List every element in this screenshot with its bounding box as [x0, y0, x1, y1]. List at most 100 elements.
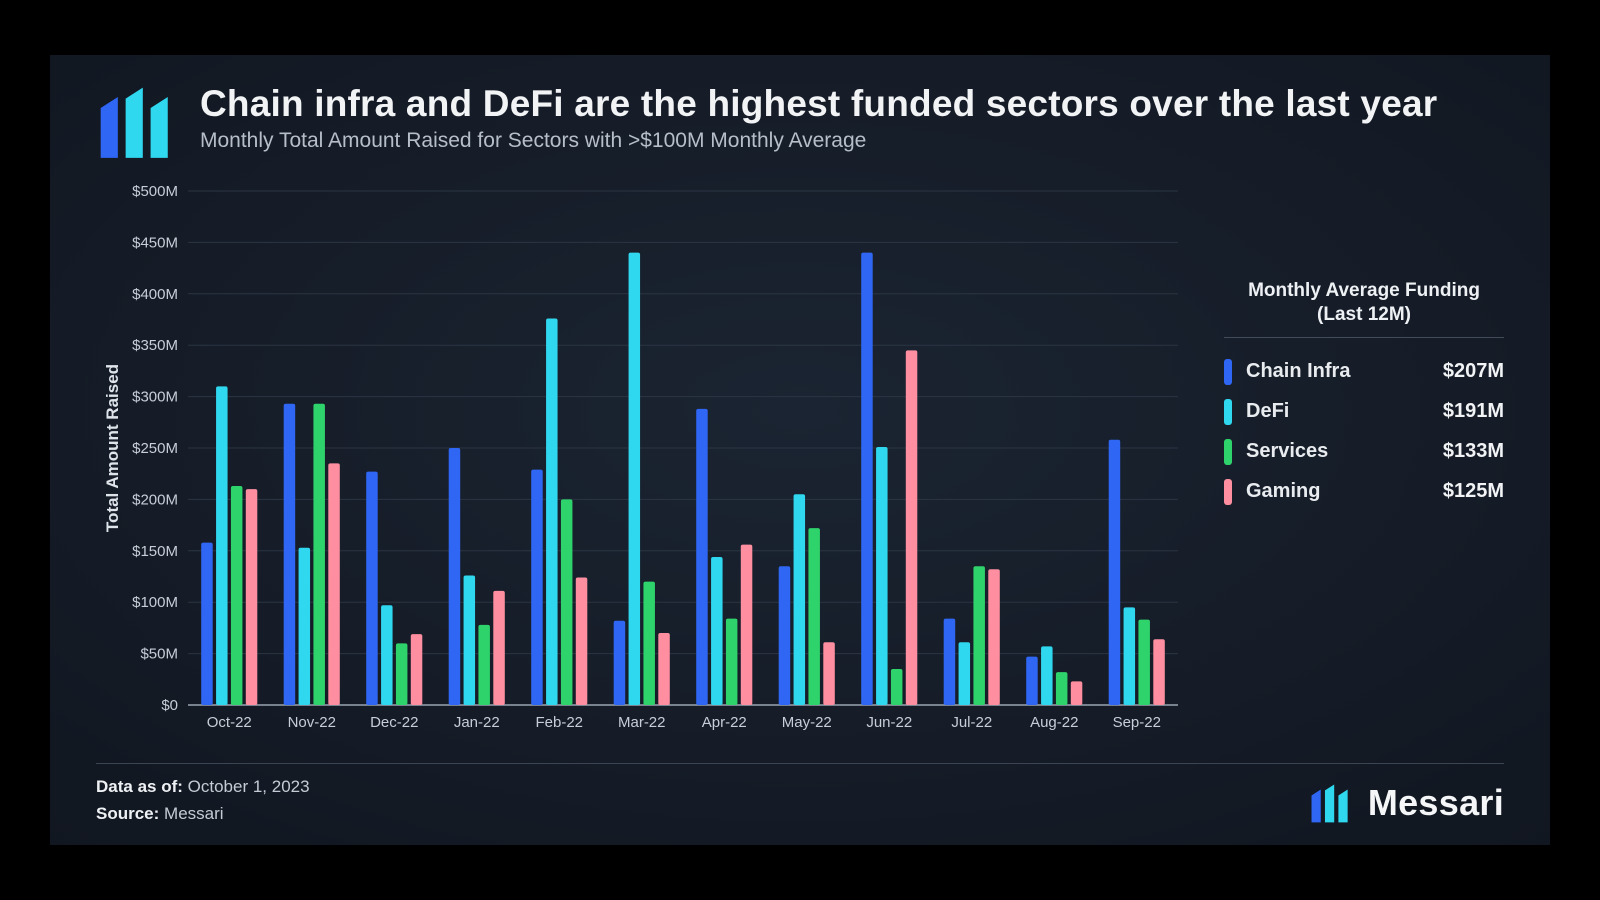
bar — [201, 543, 213, 705]
bar — [726, 619, 738, 705]
x-tick-label: Apr-22 — [702, 714, 747, 731]
bar-chart: $0 $50M $100M $150M $200M $250M $300M $350M $400… — [96, 183, 1186, 743]
x-tick-label: Mar-22 — [618, 714, 666, 731]
bar — [313, 404, 325, 705]
bar — [1124, 607, 1136, 705]
footer-rule — [96, 763, 1504, 764]
bar — [1026, 657, 1038, 705]
bar — [216, 386, 228, 705]
svg-text:$250M: $250M — [132, 440, 178, 457]
bar — [381, 605, 393, 705]
bar — [464, 575, 476, 705]
bar — [973, 566, 985, 705]
bar — [794, 494, 806, 705]
bar — [696, 409, 708, 705]
bar — [396, 643, 408, 705]
legend-series-name: Services — [1246, 440, 1443, 463]
bar — [449, 448, 461, 705]
bar — [906, 350, 918, 705]
bar — [861, 253, 873, 705]
x-tick-label: Oct-22 — [207, 714, 252, 731]
bar — [411, 634, 423, 705]
x-tick-label: Sep-22 — [1113, 714, 1161, 731]
x-tick-label: Feb-22 — [535, 714, 583, 731]
legend-series-value: $207M — [1443, 360, 1504, 383]
bar — [658, 633, 670, 705]
bar — [614, 621, 626, 705]
svg-text:$0: $0 — [161, 697, 178, 714]
bar — [1109, 440, 1121, 705]
svg-text:$200M: $200M — [132, 491, 178, 508]
bar — [808, 528, 820, 705]
chart-title: Chain infra and DeFi are the highest fun… — [200, 83, 1437, 125]
header: Chain infra and DeFi are the highest fun… — [96, 83, 1504, 161]
chart-panel: Chain infra and DeFi are the highest fun… — [50, 55, 1550, 845]
legend-item: Services$133M — [1224, 432, 1504, 472]
svg-text:$100M: $100M — [132, 594, 178, 611]
bar — [1041, 646, 1053, 705]
x-tick-label: Dec-22 — [370, 714, 418, 731]
bar — [891, 669, 903, 705]
bar — [823, 642, 835, 705]
bar — [1056, 672, 1068, 705]
svg-text:$400M: $400M — [132, 286, 178, 303]
svg-text:$150M: $150M — [132, 543, 178, 560]
bar — [741, 545, 753, 705]
footer: Data as of: October 1, 2023 Source: Mess… — [96, 763, 1504, 827]
legend-panel: Monthly Average Funding (Last 12M) Chain… — [1204, 183, 1504, 743]
legend-series-name: Gaming — [1246, 480, 1443, 503]
bar — [299, 548, 311, 705]
footer-text: Data as of: October 1, 2023 Source: Mess… — [96, 774, 1504, 827]
bar — [231, 486, 243, 705]
chart-subtitle: Monthly Total Amount Raised for Sectors … — [200, 129, 1437, 153]
legend-title: Monthly Average Funding (Last 12M) — [1224, 279, 1504, 338]
svg-text:$50M: $50M — [140, 646, 178, 663]
legend-series-value: $191M — [1443, 400, 1504, 423]
legend-series-name: DeFi — [1246, 400, 1443, 423]
legend-series-value: $125M — [1443, 480, 1504, 503]
messari-logo-icon — [96, 83, 174, 161]
bar — [246, 489, 258, 705]
bar — [328, 463, 340, 705]
bar — [284, 404, 296, 705]
bar — [561, 499, 573, 705]
y-axis-label: Total Amount Raised — [103, 364, 122, 532]
bar — [1153, 639, 1165, 705]
x-tick-label: Jun-22 — [866, 714, 912, 731]
x-tick-label: Jan-22 — [454, 714, 500, 731]
legend-swatch — [1224, 479, 1232, 505]
bar — [988, 569, 1000, 705]
legend-series-value: $133M — [1443, 440, 1504, 463]
chart-row: $0 $50M $100M $150M $200M $250M $300M $350M $400… — [96, 183, 1504, 743]
x-tick-label: Nov-22 — [288, 714, 336, 731]
messari-logo-icon — [1304, 782, 1356, 824]
bar — [531, 470, 543, 705]
legend-swatch — [1224, 399, 1232, 425]
letterbox: Chain infra and DeFi are the highest fun… — [0, 0, 1600, 900]
bar — [366, 472, 378, 705]
bar — [629, 253, 641, 705]
legend-item: Chain Infra$207M — [1224, 352, 1504, 392]
bar — [546, 318, 558, 705]
svg-text:$300M: $300M — [132, 389, 178, 406]
bar — [876, 447, 888, 705]
legend-item: DeFi$191M — [1224, 392, 1504, 432]
bar — [576, 578, 588, 705]
bar — [493, 591, 505, 705]
x-tick-label: Jul-22 — [951, 714, 992, 731]
bar — [959, 642, 971, 705]
x-tick-label: Aug-22 — [1030, 714, 1078, 731]
legend-series-name: Chain Infra — [1246, 360, 1443, 383]
bar — [1138, 620, 1150, 705]
legend-swatch — [1224, 359, 1232, 385]
title-block: Chain infra and DeFi are the highest fun… — [200, 83, 1437, 153]
x-tick-label: May-22 — [782, 714, 832, 731]
svg-text:$450M: $450M — [132, 234, 178, 251]
bar — [643, 582, 655, 705]
svg-text:$350M: $350M — [132, 337, 178, 354]
brand-block: Messari — [1304, 782, 1504, 824]
bar — [779, 566, 791, 705]
svg-text:$500M: $500M — [132, 183, 178, 200]
bar — [478, 625, 490, 705]
bar — [1071, 681, 1083, 705]
